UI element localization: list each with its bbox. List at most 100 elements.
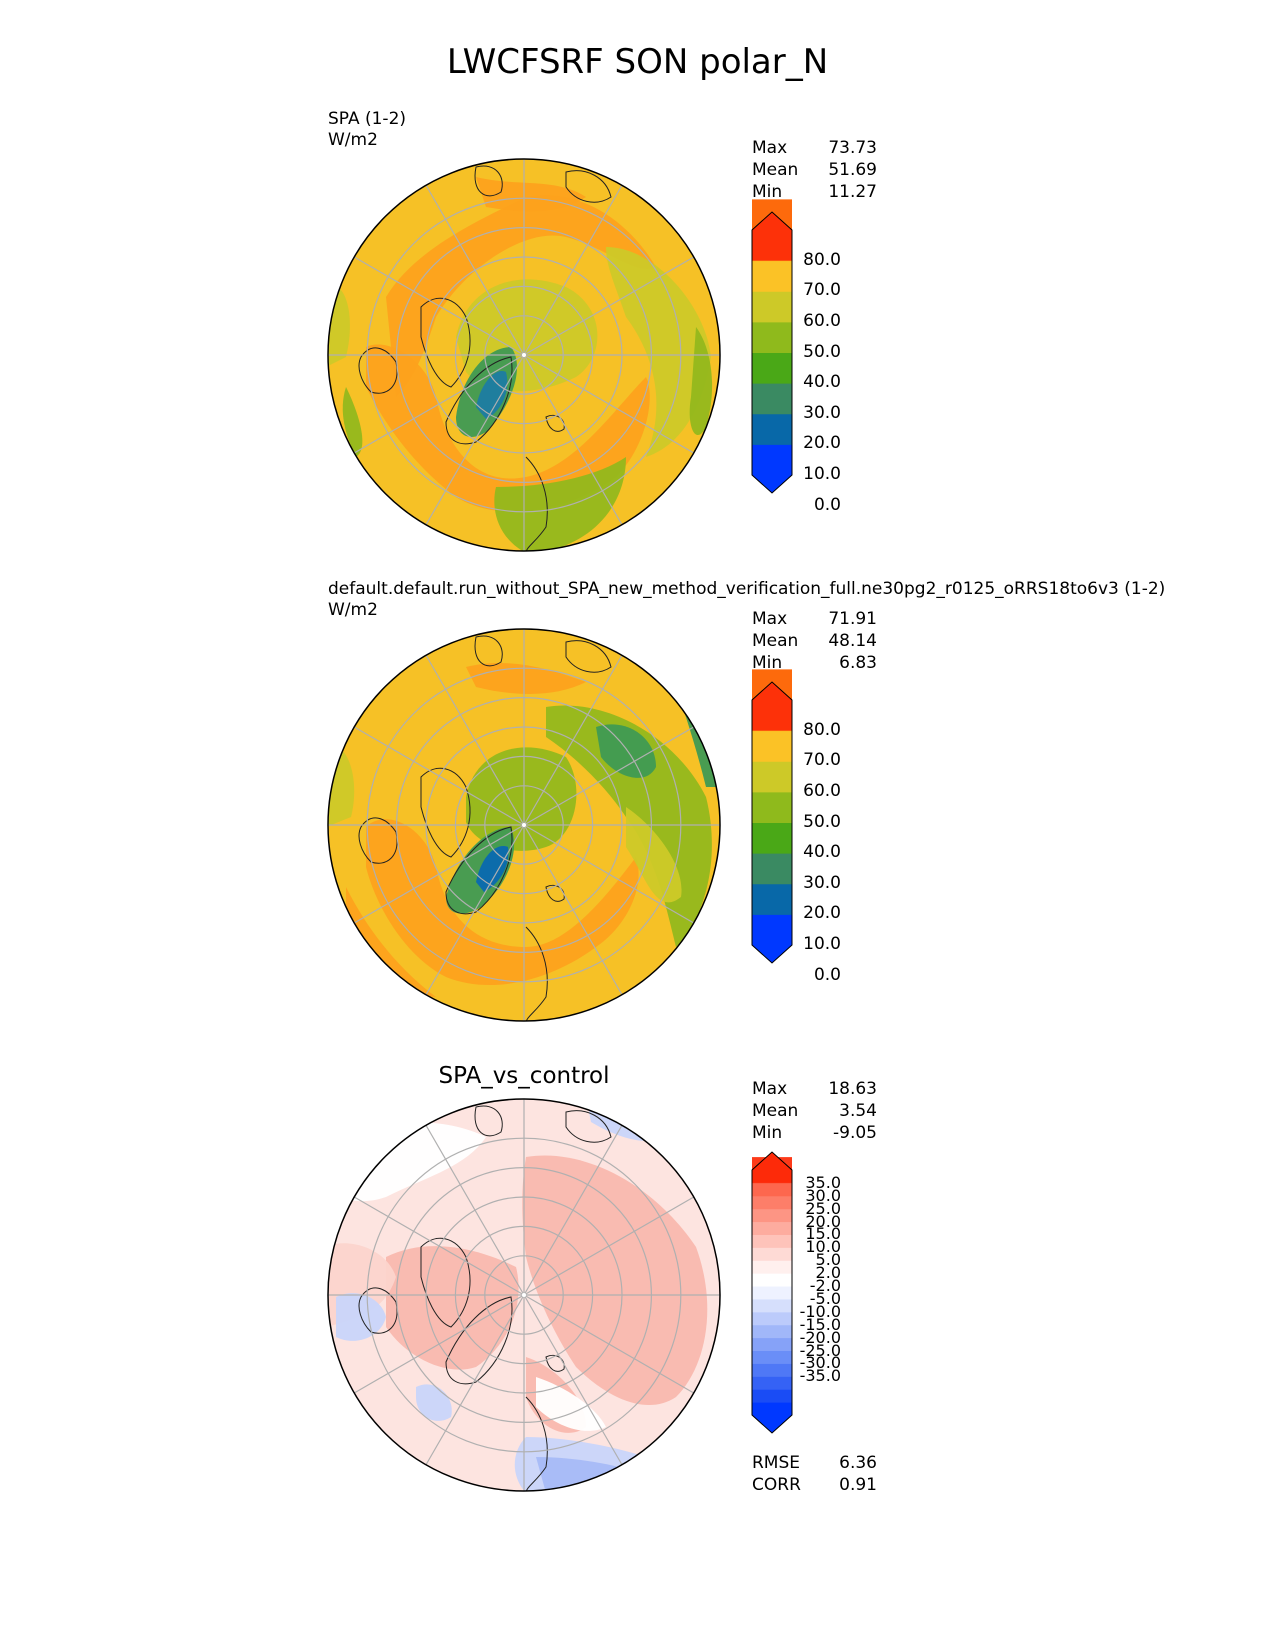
panel3-stat-rmse: RMSE 6.36 xyxy=(752,1453,877,1473)
colorbar-tick-label: 40.0 xyxy=(803,842,841,863)
colorbar-tick-label: 50.0 xyxy=(803,811,841,832)
panel2-label-units: W/m2 xyxy=(328,600,378,620)
panel2-stat-min: Min 6.83 xyxy=(752,653,877,673)
colorbar-tick-label: 30.0 xyxy=(805,1185,841,1205)
colorbar-tick-label: -10.0 xyxy=(799,1301,841,1321)
pole-marker xyxy=(522,823,526,827)
panel1-label-units: W/m2 xyxy=(328,130,378,150)
coastline-4 xyxy=(565,640,612,673)
colorbar-swatch-11 xyxy=(752,1260,792,1274)
panel3-polar-map xyxy=(327,1098,721,1492)
field-region-4 xyxy=(606,247,711,457)
panel2-polar-map xyxy=(327,628,721,1022)
meridian-240 xyxy=(425,1124,525,1296)
coastline-0 xyxy=(358,347,398,394)
meridian-120 xyxy=(425,354,525,526)
colorbar-swatch-0 xyxy=(752,444,792,493)
map-boundary xyxy=(327,628,721,1022)
colorbar-tick-label: -20.0 xyxy=(799,1327,841,1347)
field-region-7 xyxy=(494,457,626,551)
field-region-7 xyxy=(626,807,682,903)
panel3-stat-corr: CORR 0.91 xyxy=(752,1475,877,1495)
meridian-60 xyxy=(523,1294,623,1466)
colorbar-swatch-3 xyxy=(752,822,792,854)
meridian-60 xyxy=(523,354,623,526)
panel3-colorbar xyxy=(751,1151,793,1434)
field-region-0 xyxy=(386,195,656,397)
colorbar-tick-label: 20.0 xyxy=(805,1211,841,1231)
meridian-300 xyxy=(523,1124,623,1296)
colorbar-swatch-1 xyxy=(752,1389,792,1403)
panel2-stat-max: Max 71.91 xyxy=(752,609,877,629)
meridian-330 xyxy=(523,726,695,826)
panel2-stat-mean: Mean 48.14 xyxy=(752,631,877,651)
colorbar-swatch-4 xyxy=(752,791,792,823)
colorbar-tick-label: 80.0 xyxy=(803,719,841,740)
meridian-210 xyxy=(353,726,525,826)
panel2-label-line1: default.default.run_without_SPA_new_meth… xyxy=(328,579,1166,599)
colorbar-swatch-5 xyxy=(752,761,792,793)
meridian-120 xyxy=(425,1294,525,1466)
coastline-2 xyxy=(445,356,513,445)
coastline-0 xyxy=(358,1287,398,1334)
colorbar-swatch-12 xyxy=(752,1247,792,1261)
panel3-title: SPA_vs_control xyxy=(438,1063,610,1089)
colorbar-swatch-9 xyxy=(752,682,792,731)
colorbar-tick-label: 10.0 xyxy=(803,934,841,954)
colorbar-swatch-9 xyxy=(752,1286,792,1300)
colorbar-swatch-16 xyxy=(752,1195,792,1210)
panel3-stats: Max 18.63 Mean 3.54 Min -9.05 xyxy=(752,1078,877,1144)
colorbar-tick-label: 0.0 xyxy=(813,964,841,985)
colorbar-swatch-2 xyxy=(752,853,792,885)
colorbar-swatch-15 xyxy=(752,1208,792,1223)
colorbar-tick-label: 70.0 xyxy=(803,750,841,771)
colorbar-tick-label: 15.0 xyxy=(805,1224,841,1244)
panel1-stat-mean: Mean 51.69 xyxy=(752,160,877,180)
colorbar-swatch-5 xyxy=(752,1337,792,1352)
map-boundary xyxy=(327,158,721,552)
meridian-30 xyxy=(523,824,695,924)
panel1-polar-map xyxy=(327,158,721,552)
coastline-2 xyxy=(445,1296,513,1385)
colorbar-outline xyxy=(751,681,793,964)
field-region-1 xyxy=(386,1246,519,1370)
colorbar-swatch-2 xyxy=(752,383,792,415)
pole-marker xyxy=(522,1293,526,1297)
colorbar-tick-label: 30.0 xyxy=(803,402,841,423)
colorbar-tick-label: -2.0 xyxy=(809,1276,841,1296)
panel2-colorbar xyxy=(751,669,793,964)
meridian-240 xyxy=(425,654,525,826)
field-region-10 xyxy=(536,1377,606,1431)
colorbar-swatch-6 xyxy=(752,1324,792,1339)
meridian-210 xyxy=(353,256,525,356)
colorbar-tick-label: 70.0 xyxy=(803,280,841,301)
colorbar-swatch-2 xyxy=(752,1376,792,1390)
pole-marker xyxy=(522,353,526,357)
colorbar-outline xyxy=(751,211,793,494)
colorbar-swatch-1 xyxy=(752,883,792,915)
field-layer xyxy=(328,159,720,551)
field-region-5 xyxy=(596,724,656,778)
panel1-colorbar xyxy=(751,199,793,494)
colorbar-swatch-6 xyxy=(752,260,792,292)
panel3-stat-max: Max 18.63 xyxy=(752,1079,877,1099)
colorbar-swatch-5 xyxy=(752,291,792,323)
coastline-2 xyxy=(445,826,513,915)
coastline-4 xyxy=(565,170,612,203)
colorbar-tick-label: 30.0 xyxy=(803,872,841,893)
colorbar-tick-label: 25.0 xyxy=(805,1198,841,1218)
coastline-5 xyxy=(525,1396,548,1491)
colorbar-swatch-1 xyxy=(752,413,792,445)
meridian-330 xyxy=(523,1196,695,1296)
colorbar-tick-label: 20.0 xyxy=(803,433,841,454)
meridian-330 xyxy=(523,256,695,356)
colorbar-swatch-10 xyxy=(752,1273,792,1287)
colorbar-tick-label: 2.0 xyxy=(815,1263,841,1283)
meridian-150 xyxy=(353,824,525,924)
panel1-label-line1: SPA (1-2) xyxy=(328,109,407,129)
figure-title: LWCFSRF SON polar_N xyxy=(446,42,829,82)
colorbar-swatch-17 xyxy=(752,1182,792,1197)
colorbar-swatch-14 xyxy=(752,1221,792,1235)
panel3-stat-mean: Mean 3.54 xyxy=(752,1101,877,1121)
meridian-300 xyxy=(523,654,623,826)
